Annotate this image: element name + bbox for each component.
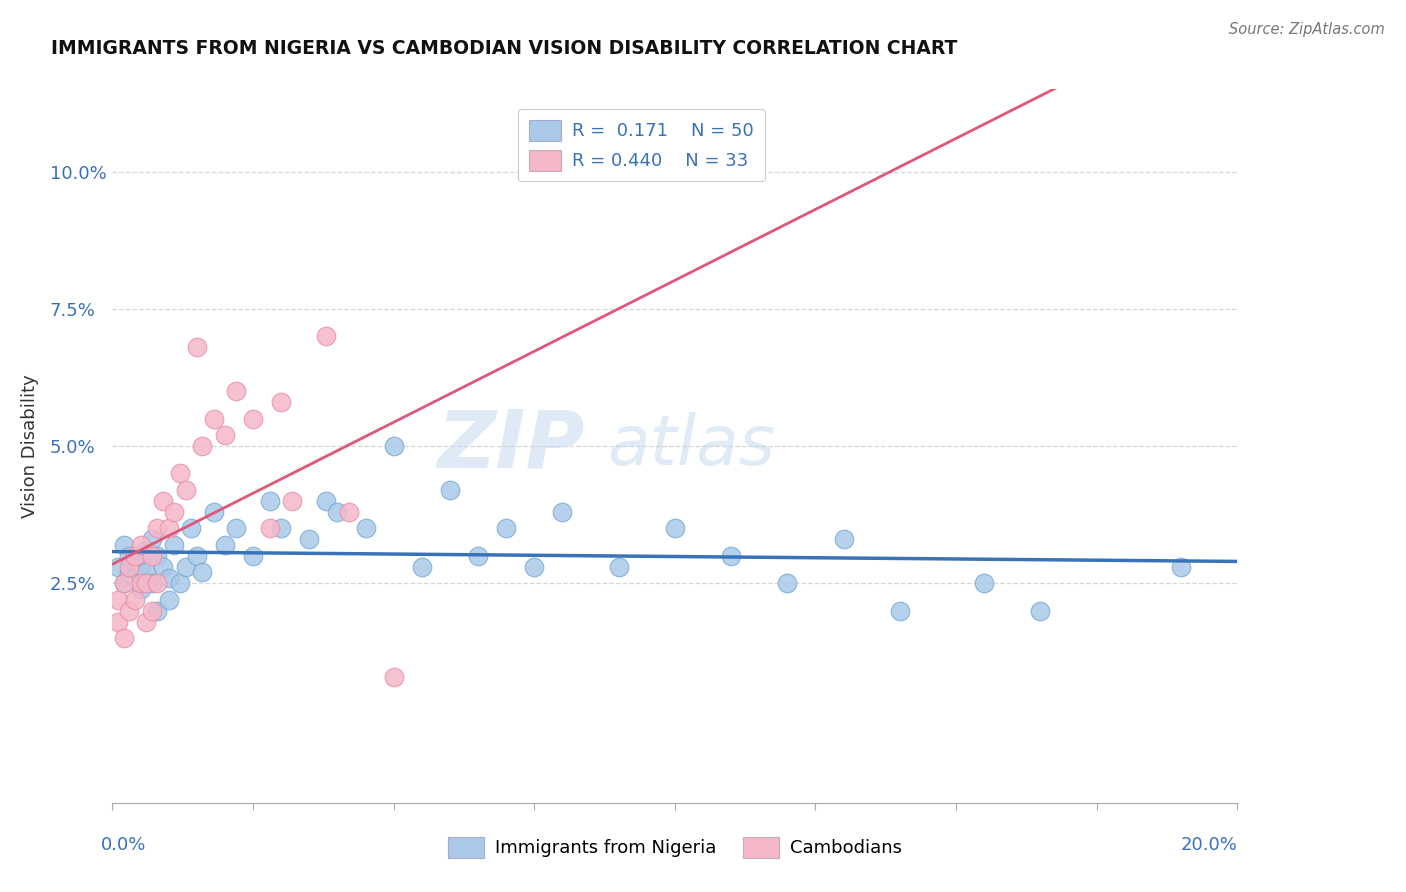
- Point: [281, 494, 304, 508]
- Point: [141, 533, 163, 547]
- Point: [186, 549, 208, 563]
- Point: [467, 549, 489, 563]
- Point: [141, 549, 163, 563]
- Text: atlas: atlas: [607, 412, 775, 480]
- Point: [112, 538, 135, 552]
- Point: [382, 439, 405, 453]
- Point: [169, 467, 191, 481]
- Point: [141, 604, 163, 618]
- Point: [259, 521, 281, 535]
- Point: [354, 521, 377, 535]
- Point: [107, 559, 129, 574]
- Point: [191, 439, 214, 453]
- Text: ZIP: ZIP: [437, 407, 585, 485]
- Point: [129, 559, 152, 574]
- Point: [129, 576, 152, 591]
- Point: [124, 592, 146, 607]
- Point: [242, 549, 264, 563]
- Point: [124, 571, 146, 585]
- Point: [191, 566, 214, 580]
- Legend: Immigrants from Nigeria, Cambodians: Immigrants from Nigeria, Cambodians: [440, 830, 910, 865]
- Point: [112, 576, 135, 591]
- Point: [112, 576, 135, 591]
- Point: [720, 549, 742, 563]
- Point: [202, 411, 225, 425]
- Point: [832, 533, 855, 547]
- Point: [1170, 559, 1192, 574]
- Point: [124, 549, 146, 563]
- Point: [270, 521, 292, 535]
- Point: [382, 669, 405, 683]
- Point: [411, 559, 433, 574]
- Point: [157, 592, 180, 607]
- Point: [1029, 604, 1052, 618]
- Text: Source: ZipAtlas.com: Source: ZipAtlas.com: [1229, 22, 1385, 37]
- Point: [495, 521, 517, 535]
- Point: [225, 384, 247, 398]
- Point: [439, 483, 461, 497]
- Point: [607, 559, 630, 574]
- Point: [889, 604, 911, 618]
- Point: [146, 604, 169, 618]
- Point: [118, 604, 141, 618]
- Text: 0.0%: 0.0%: [101, 836, 146, 854]
- Point: [163, 538, 186, 552]
- Point: [174, 559, 197, 574]
- Point: [174, 483, 197, 497]
- Point: [298, 533, 321, 547]
- Point: [112, 631, 135, 645]
- Point: [169, 576, 191, 591]
- Point: [214, 538, 236, 552]
- Point: [107, 592, 129, 607]
- Point: [225, 521, 247, 535]
- Point: [664, 521, 686, 535]
- Point: [146, 521, 169, 535]
- Point: [135, 576, 157, 591]
- Text: 20.0%: 20.0%: [1181, 836, 1237, 854]
- Point: [118, 549, 141, 563]
- Point: [270, 395, 292, 409]
- Point: [107, 615, 129, 629]
- Y-axis label: Vision Disability: Vision Disability: [21, 374, 39, 518]
- Point: [146, 576, 169, 591]
- Text: IMMIGRANTS FROM NIGERIA VS CAMBODIAN VISION DISABILITY CORRELATION CHART: IMMIGRANTS FROM NIGERIA VS CAMBODIAN VIS…: [51, 39, 957, 59]
- Point: [152, 494, 174, 508]
- Point: [326, 505, 349, 519]
- Point: [146, 549, 169, 563]
- Point: [523, 559, 546, 574]
- Point: [973, 576, 995, 591]
- Point: [135, 615, 157, 629]
- Point: [259, 494, 281, 508]
- Point: [135, 543, 157, 558]
- Point: [315, 494, 337, 508]
- Point: [163, 505, 186, 519]
- Point: [118, 559, 141, 574]
- Point: [141, 576, 163, 591]
- Point: [776, 576, 799, 591]
- Point: [118, 566, 141, 580]
- Point: [202, 505, 225, 519]
- Point: [129, 538, 152, 552]
- Point: [124, 554, 146, 568]
- Point: [135, 566, 157, 580]
- Point: [129, 582, 152, 596]
- Point: [157, 521, 180, 535]
- Point: [186, 340, 208, 354]
- Point: [214, 428, 236, 442]
- Point: [551, 505, 574, 519]
- Point: [180, 521, 202, 535]
- Point: [152, 559, 174, 574]
- Point: [157, 571, 180, 585]
- Point: [337, 505, 360, 519]
- Point: [315, 329, 337, 343]
- Point: [242, 411, 264, 425]
